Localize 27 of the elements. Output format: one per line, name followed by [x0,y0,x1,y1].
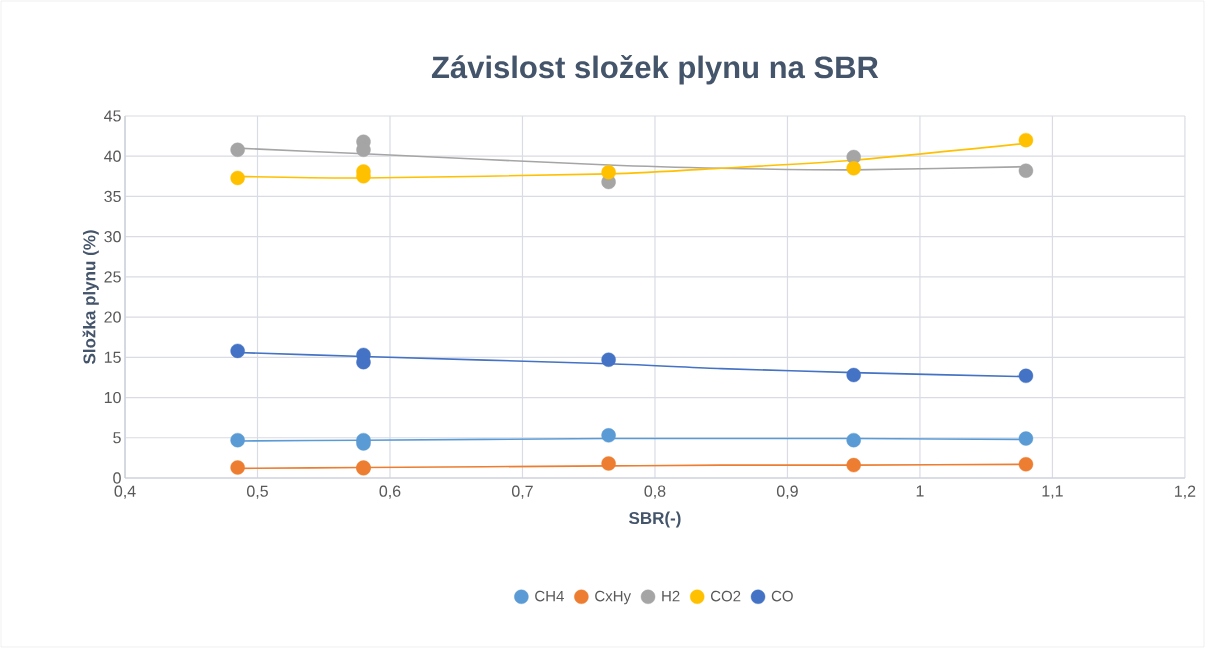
x-tick-label: 0,7 [511,485,533,499]
chart-title: Závislost složek plynu na SBR [431,54,879,85]
legend-label: CH4 [535,590,564,602]
legend-label: CO [771,590,793,602]
x-tick-label: 0,6 [379,485,401,499]
x-tick-label: 0,9 [776,485,798,499]
legend-label: H2 [662,590,680,602]
y-tick-label: 10 [104,391,121,404]
y-tick-label: 25 [104,271,121,283]
y-tick-label: 30 [104,231,121,243]
y-tick-label: 45 [104,110,121,122]
y-tick-label: 40 [104,150,121,162]
y-tick-label: 35 [104,190,121,203]
x-tick-label: 0,5 [247,485,268,499]
x-tick-label: 0,4 [114,485,136,499]
legend-label: CO2 [710,590,741,602]
y-axis-title: Složka plynu (%) [82,230,99,365]
legend-label: CxHy [595,590,631,605]
y-tick-label: 0 [113,472,121,484]
x-axis-title: SBR(-) [629,511,681,528]
y-tick-label: 20 [104,311,121,323]
y-tick-label: 5 [113,432,121,444]
x-tick-label: 1,2 [1175,485,1196,499]
x-tick-label: 0,8 [644,485,666,499]
y-tick-label: 15 [104,351,121,363]
x-tick-label: 1,1 [1042,485,1063,499]
x-tick-label: 1 [916,485,924,497]
